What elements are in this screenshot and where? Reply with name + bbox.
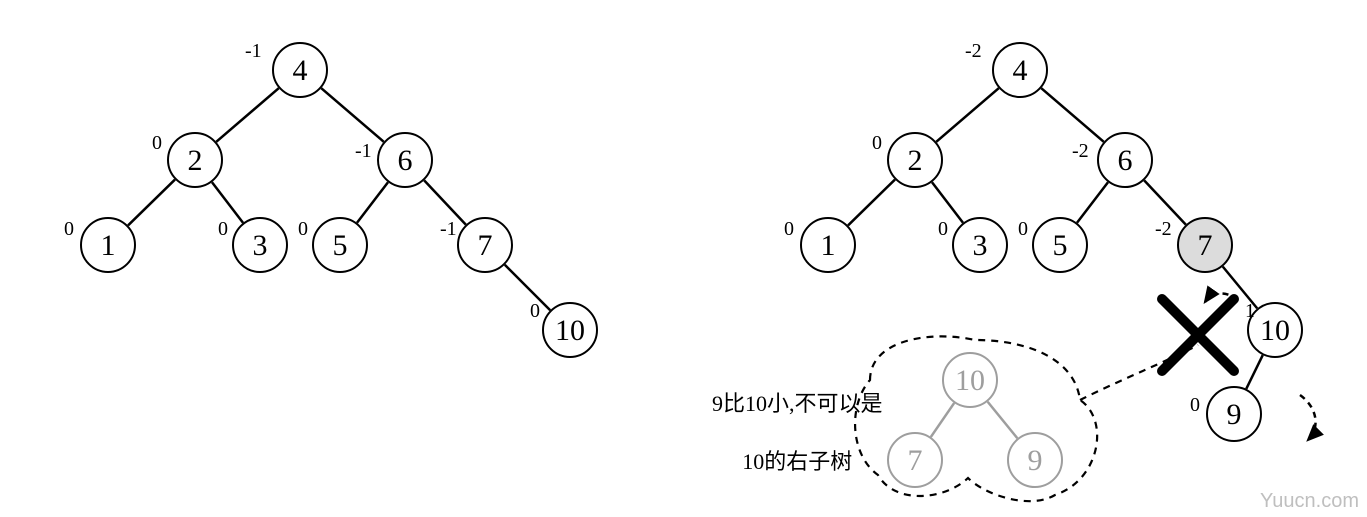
tree-edge [357, 182, 388, 223]
tree-node-value: 3 [973, 219, 988, 273]
tree-node: 6 [1097, 132, 1153, 188]
tree-edge [505, 265, 550, 310]
balance-factor-label: 0 [530, 300, 540, 323]
tree-node-value: 9 [1028, 434, 1043, 488]
balance-factor-label: -1 [245, 40, 262, 63]
tree-edge [1041, 88, 1103, 142]
tree-edge [321, 88, 383, 142]
balance-factor-label: -1 [440, 218, 457, 241]
annotation-text: 9比10小,不可以是 10的右子树 [690, 360, 883, 502]
balance-factor-label: 0 [152, 132, 162, 155]
tree-edge [931, 403, 954, 437]
tree-node-value: 5 [333, 219, 348, 273]
balance-factor-label: 0 [218, 218, 228, 241]
tree-edge [128, 180, 175, 226]
tree-node-value: 4 [293, 44, 308, 98]
tree-node: 3 [232, 217, 288, 273]
tree-node: 1 [800, 217, 856, 273]
tree-edge [936, 88, 998, 142]
tree-node: 10 [1247, 302, 1303, 358]
tree-node: 4 [992, 42, 1048, 98]
tree-node: 5 [1032, 217, 1088, 273]
annotation-line1: 9比10小,不可以是 [712, 391, 883, 416]
tree-edge [988, 402, 1018, 439]
tree-node: 7 [887, 432, 943, 488]
tree-edge [1077, 182, 1108, 223]
balance-factor-label: 0 [784, 218, 794, 241]
watermark: Yuucn.com [1260, 490, 1359, 513]
tree-node-value: 5 [1053, 219, 1068, 273]
tree-node: 9 [1206, 386, 1262, 442]
annotation-line2: 10的右子树 [742, 449, 852, 474]
tree-edge [932, 182, 963, 223]
tree-node: 10 [942, 352, 998, 408]
balance-factor-label: 0 [298, 218, 308, 241]
tree-edge [848, 180, 895, 226]
tree-node: 1 [80, 217, 136, 273]
tree-node: 7 [1177, 217, 1233, 273]
balance-factor-label: 0 [1190, 394, 1200, 417]
tree-node-value: 7 [478, 219, 493, 273]
balance-factor-label: 0 [1018, 218, 1028, 241]
balance-factor-label: -2 [965, 40, 982, 63]
tree-node: 4 [272, 42, 328, 98]
tree-node: 10 [542, 302, 598, 358]
tree-node: 7 [457, 217, 513, 273]
balance-factor-label: -2 [1155, 218, 1172, 241]
tree-node-value: 9 [1227, 388, 1242, 442]
tree-node-value: 3 [253, 219, 268, 273]
edges-layer [0, 0, 1367, 517]
balance-factor-label: 0 [64, 218, 74, 241]
tree-node-value: 1 [821, 219, 836, 273]
tree-node-value: 6 [1118, 134, 1133, 188]
tree-node-value: 2 [188, 134, 203, 188]
tree-node: 3 [952, 217, 1008, 273]
tree-node: 6 [377, 132, 433, 188]
tree-node-value: 7 [1198, 219, 1213, 273]
tree-node-value: 10 [555, 304, 585, 358]
tree-node-value: 7 [908, 434, 923, 488]
tree-node: 2 [887, 132, 943, 188]
balance-factor-label: 1 [1245, 300, 1255, 323]
tree-node-value: 10 [1260, 304, 1290, 358]
tree-node-value: 10 [955, 354, 985, 408]
tree-node: 9 [1007, 432, 1063, 488]
balance-factor-label: 0 [938, 218, 948, 241]
balance-factor-label: 0 [872, 132, 882, 155]
connector-dashed-line [1080, 345, 1198, 400]
tree-node: 2 [167, 132, 223, 188]
tree-edge [212, 182, 243, 223]
tree-node: 5 [312, 217, 368, 273]
tree-node-value: 2 [908, 134, 923, 188]
tree-edge [216, 88, 278, 142]
diagram-canvas: 9比10小,不可以是 10的右子树 Yuucn.com 4-1206-11030… [0, 0, 1367, 517]
tree-node-value: 1 [101, 219, 116, 273]
tree-edge [1246, 355, 1262, 389]
balance-factor-label: -1 [355, 140, 372, 163]
tree-node-value: 6 [398, 134, 413, 188]
balance-factor-label: -2 [1072, 140, 1089, 163]
tree-node-value: 4 [1013, 44, 1028, 98]
